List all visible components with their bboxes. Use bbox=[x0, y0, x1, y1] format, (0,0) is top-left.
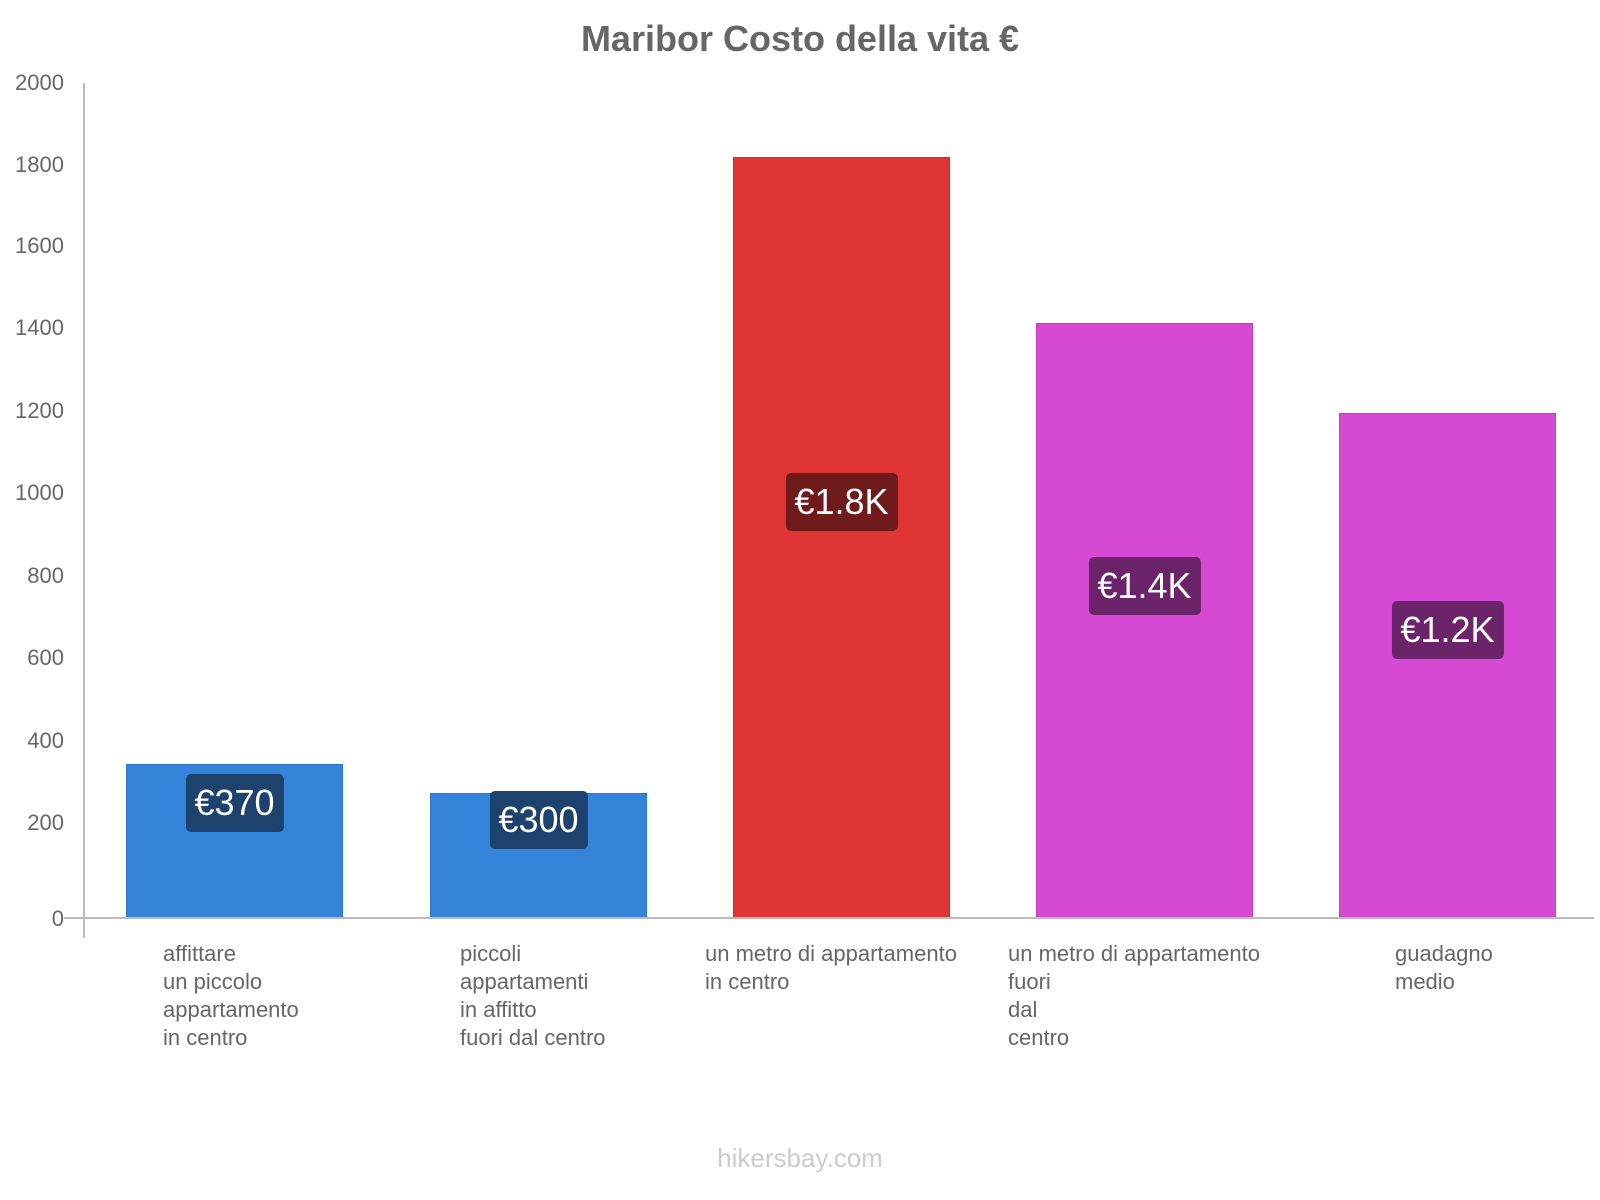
value-badge: €1.8K bbox=[785, 473, 898, 531]
x-label-rent-small-center: affittare un piccolo appartamento in cen… bbox=[163, 941, 299, 1050]
chart-title: Maribor Costo della vita € bbox=[580, 18, 1020, 59]
value-badge: €1.2K bbox=[1391, 601, 1504, 659]
y-tick-1800: 1800 bbox=[15, 152, 64, 177]
bar-sqm-center[interactable]: €1.8K bbox=[733, 157, 950, 918]
x-label-sqm-outside: un metro di appartamento fuori dal centr… bbox=[1008, 941, 1260, 1050]
y-tick-400: 400 bbox=[27, 728, 64, 753]
y-tick-1400: 1400 bbox=[15, 315, 64, 340]
x-label-sqm-center: un metro di appartamento in centro bbox=[705, 941, 957, 994]
y-tick-800: 800 bbox=[27, 563, 64, 588]
bar-rent-small-center[interactable]: €370 bbox=[126, 764, 343, 918]
y-tick-1200: 1200 bbox=[15, 398, 64, 423]
watermark: hikersbay.com bbox=[717, 1143, 883, 1173]
y-tick-200: 200 bbox=[27, 810, 64, 835]
value-badge: €1.4K bbox=[1088, 557, 1201, 615]
x-label-average-salary: guadagno medio bbox=[1395, 941, 1493, 994]
bar-sqm-outside[interactable]: €1.4K bbox=[1036, 323, 1253, 918]
value-badge: €370 bbox=[185, 774, 284, 832]
y-tick-1600: 1600 bbox=[15, 233, 64, 258]
bar-average-salary[interactable]: €1.2K bbox=[1339, 413, 1556, 918]
y-tick-2000: 2000 bbox=[15, 70, 64, 95]
x-axis-line bbox=[64, 917, 1594, 919]
y-tick-1000: 1000 bbox=[15, 480, 64, 505]
value-badge: €300 bbox=[489, 791, 588, 849]
y-tick-600: 600 bbox=[27, 645, 64, 670]
y-axis-line bbox=[83, 83, 85, 938]
bar-rent-small-outside[interactable]: €300 bbox=[430, 791, 647, 918]
x-label-rent-small-outside: piccoli appartamenti in affitto fuori da… bbox=[460, 941, 606, 1050]
y-tick-0: 0 bbox=[51, 906, 64, 931]
